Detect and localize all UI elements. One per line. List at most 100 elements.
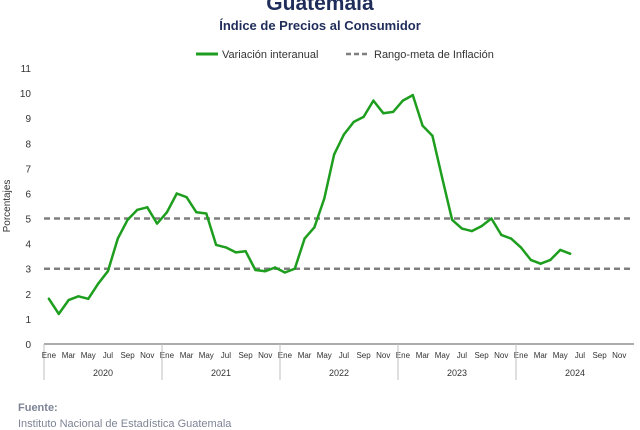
data-point xyxy=(529,258,532,262)
data-point xyxy=(519,246,523,249)
x-year-label: 2020 xyxy=(93,368,113,378)
data-point xyxy=(175,192,178,195)
data-point xyxy=(244,249,247,253)
x-year-label: 2023 xyxy=(447,368,467,378)
legend-label-variacion: Variación interanual xyxy=(222,49,318,61)
y-tick-label: 4 xyxy=(25,240,31,251)
data-point xyxy=(116,237,119,240)
data-point xyxy=(234,251,237,254)
x-tick-label: May xyxy=(81,351,96,360)
data-point xyxy=(313,226,316,229)
data-point xyxy=(146,206,149,209)
x-year-label: 2021 xyxy=(211,368,231,378)
x-tick-label: Nov xyxy=(140,351,154,360)
target-range-lines xyxy=(44,217,634,270)
data-point xyxy=(559,248,562,252)
x-tick-label: Ene xyxy=(514,351,529,360)
data-point xyxy=(254,268,257,272)
x-tick-label: Jul xyxy=(103,351,113,360)
data-point xyxy=(500,233,503,237)
y-tick-label: 5 xyxy=(25,215,31,226)
data-point xyxy=(136,208,139,211)
x-tick-label: Nov xyxy=(494,351,508,360)
x-tick-label: Sep xyxy=(592,351,607,360)
x-tick-label: Nov xyxy=(376,351,390,360)
data-point xyxy=(568,252,572,255)
x-tick-label: Jul xyxy=(457,351,467,360)
chart-legend: Variación interanual Rango-meta de Infla… xyxy=(196,49,494,61)
data-point xyxy=(77,295,80,298)
inflation-line-chart: Variación interanual Rango-meta de Infla… xyxy=(2,49,634,380)
data-point xyxy=(450,218,454,221)
series-variacion-interanual xyxy=(47,93,572,316)
data-point xyxy=(47,297,51,301)
data-point xyxy=(431,134,434,137)
y-tick-label: 8 xyxy=(25,139,31,150)
y-tick-label: 0 xyxy=(25,340,31,351)
data-point xyxy=(323,197,326,200)
data-point xyxy=(155,222,159,225)
data-point xyxy=(421,124,424,127)
x-tick-label: Nov xyxy=(258,351,272,360)
y-tick-label: 3 xyxy=(25,265,31,276)
y-axis-ticks: 0 1 2 3 4 5 6 7 8 9 10 11 xyxy=(20,64,32,351)
data-point xyxy=(273,266,277,269)
y-tick-label: 2 xyxy=(25,290,31,301)
y-tick-label: 9 xyxy=(25,114,31,125)
data-point xyxy=(205,212,208,215)
data-point xyxy=(195,211,198,214)
x-tick-label: Ene xyxy=(278,351,293,360)
data-point xyxy=(470,229,473,233)
data-point xyxy=(362,115,365,119)
data-point xyxy=(480,224,483,228)
data-point xyxy=(303,237,306,240)
data-point xyxy=(293,267,296,270)
data-point xyxy=(165,211,169,214)
data-point xyxy=(549,258,552,262)
x-tick-label: Ene xyxy=(160,351,175,360)
data-point xyxy=(352,120,355,124)
legend-label-rango-meta: Rango-meta de Inflación xyxy=(374,49,494,61)
data-point xyxy=(126,218,129,221)
x-tick-label: Nov xyxy=(612,351,626,360)
x-tick-label: Mar xyxy=(416,351,430,360)
x-tick-label: Ene xyxy=(396,351,411,360)
x-tick-label: Sep xyxy=(120,351,135,360)
data-point xyxy=(391,110,395,114)
data-point xyxy=(87,297,90,301)
x-tick-label: Sep xyxy=(356,351,371,360)
data-point xyxy=(372,99,375,102)
data-point xyxy=(411,93,414,97)
data-point xyxy=(441,177,444,180)
source-label: Fuente: xyxy=(18,402,58,414)
x-tick-label: May xyxy=(199,351,214,360)
data-point xyxy=(264,270,267,273)
data-point xyxy=(509,237,513,240)
y-tick-label: 11 xyxy=(21,64,32,75)
x-tick-label: Sep xyxy=(474,351,489,360)
y-axis-label: Porcentajes xyxy=(2,180,13,233)
data-point xyxy=(67,298,70,302)
data-point xyxy=(539,262,542,265)
y-tick-label: 7 xyxy=(25,164,31,175)
x-tick-label: Jul xyxy=(575,351,585,360)
data-point xyxy=(490,217,493,220)
data-point xyxy=(401,99,405,102)
data-point xyxy=(185,196,188,199)
data-point xyxy=(283,271,287,274)
data-point xyxy=(96,282,100,285)
data-point xyxy=(57,312,60,316)
x-year-label: 2024 xyxy=(565,368,585,378)
x-axis: Ene Mar May Jul Sep Nov Ene Mar May Jul Sep Nov Ene M… xyxy=(42,343,634,380)
x-tick-label: Jul xyxy=(221,351,231,360)
x-tick-label: Mar xyxy=(62,351,76,360)
x-tick-label: Mar xyxy=(180,351,194,360)
data-point xyxy=(382,111,385,115)
source-text: Instituto Nacional de Estadística Guatem… xyxy=(18,418,232,430)
x-year-label: 2022 xyxy=(329,368,349,378)
data-point xyxy=(342,133,346,136)
x-tick-label: Jul xyxy=(339,351,349,360)
x-tick-label: Ene xyxy=(42,351,57,360)
x-tick-label: May xyxy=(317,351,332,360)
data-point xyxy=(106,270,110,273)
